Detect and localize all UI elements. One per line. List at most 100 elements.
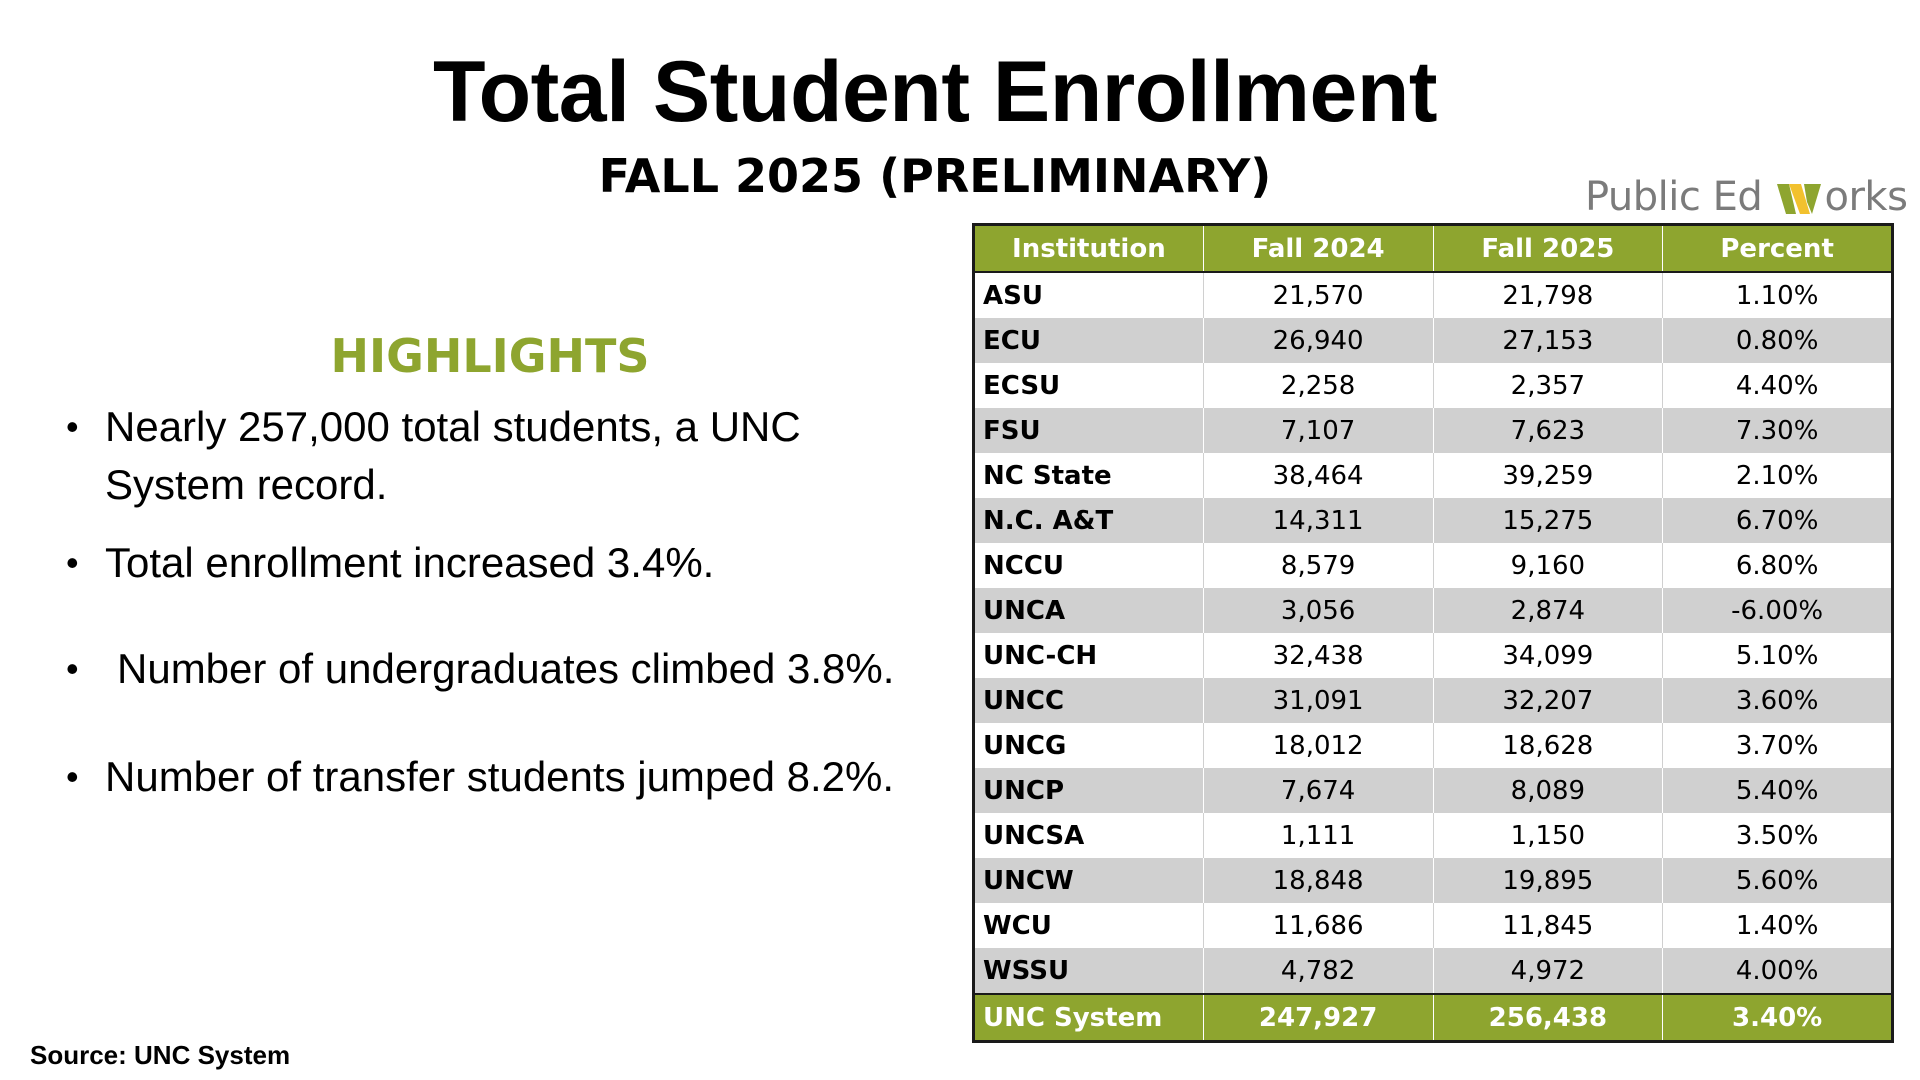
percent-cell: 4.40%	[1662, 363, 1893, 408]
total-institution-cell: UNC System	[973, 993, 1204, 1042]
institution-cell: UNCA	[973, 588, 1204, 633]
table-row: N.C. A&T 14,311 15,275 6.70%	[973, 498, 1893, 543]
fall-2025-cell: 7,623	[1433, 408, 1664, 453]
fall-2024-cell: 31,091	[1203, 678, 1434, 723]
table-row: UNCP 7,674 8,089 5.40%	[973, 768, 1893, 813]
table-row: NCCU 8,579 9,160 6.80%	[973, 543, 1893, 588]
total-fall-2025-cell: 256,438	[1433, 993, 1664, 1042]
institution-cell: WSSU	[973, 948, 1204, 994]
table-row: NC State 38,464 39,259 2.10%	[973, 453, 1893, 498]
enrollment-table: Institution Fall 2024 Fall 2025 Percent …	[972, 223, 1894, 1043]
fall-2024-cell: 11,686	[1203, 903, 1434, 948]
fall-2024-cell: 14,311	[1203, 498, 1434, 543]
institution-cell: UNCC	[973, 678, 1204, 723]
fall-2024-cell: 8,579	[1203, 543, 1434, 588]
highlight-item: • Nearly 257,000 total students, a UNC Sy…	[60, 398, 940, 514]
table-row: ASU 21,570 21,798 1.10%	[973, 272, 1893, 318]
column-header-institution: Institution	[973, 224, 1204, 273]
table-row: WCU 11,686 11,845 1.40%	[973, 903, 1893, 948]
institution-cell: UNCG	[973, 723, 1204, 768]
total-fall-2024-cell: 247,927	[1203, 993, 1434, 1042]
fall-2024-cell: 1,111	[1203, 813, 1434, 858]
percent-cell: 5.10%	[1662, 633, 1893, 678]
institution-cell: ASU	[973, 272, 1204, 318]
table-row: UNCSA 1,111 1,150 3.50%	[973, 813, 1893, 858]
percent-cell: 3.60%	[1662, 678, 1893, 723]
institution-cell: N.C. A&T	[973, 498, 1204, 543]
percent-cell: 6.70%	[1662, 498, 1893, 543]
percent-cell: 6.80%	[1662, 543, 1893, 588]
page-subtitle: FALL 2025 (PRELIMINARY)	[598, 149, 1272, 203]
percent-cell: 0.80%	[1662, 318, 1893, 363]
percent-cell: 2.10%	[1662, 453, 1893, 498]
table-row: UNCW 18,848 19,895 5.60%	[973, 858, 1893, 903]
source-note: Source: UNC System	[30, 1040, 291, 1070]
logo-text-orks: orks	[1824, 174, 1908, 220]
percent-cell: 4.00%	[1662, 948, 1893, 994]
highlights-heading: HIGHLIGHTS	[330, 329, 650, 383]
page-title: Total Student Enrollment	[432, 44, 1438, 140]
bullet-icon: •	[66, 756, 79, 797]
fall-2024-cell: 3,056	[1203, 588, 1434, 633]
table-row: WSSU 4,782 4,972 4.00%	[973, 948, 1893, 994]
percent-cell: 3.50%	[1662, 813, 1893, 858]
institution-cell: NC State	[973, 453, 1204, 498]
fall-2024-cell: 7,107	[1203, 408, 1434, 453]
fall-2025-cell: 1,150	[1433, 813, 1664, 858]
fall-2025-cell: 2,357	[1433, 363, 1664, 408]
fall-2025-cell: 21,798	[1433, 272, 1664, 318]
fall-2024-cell: 21,570	[1203, 272, 1434, 318]
fall-2024-cell: 2,258	[1203, 363, 1434, 408]
column-header-fall-2024: Fall 2024	[1203, 224, 1434, 273]
fall-2025-cell: 39,259	[1433, 453, 1664, 498]
bullet-icon: •	[66, 542, 79, 583]
column-header-percent: Percent	[1662, 224, 1893, 273]
percent-cell: 5.60%	[1662, 858, 1893, 903]
total-percent-cell: 3.40%	[1662, 993, 1893, 1042]
table-row: UNC-CH 32,438 34,099 5.10%	[973, 633, 1893, 678]
percent-cell: -6.00%	[1662, 588, 1893, 633]
fall-2025-cell: 2,874	[1433, 588, 1664, 633]
bullet-icon: •	[66, 648, 79, 689]
percent-cell: 3.70%	[1662, 723, 1893, 768]
percent-cell: 1.10%	[1662, 272, 1893, 318]
fall-2025-cell: 8,089	[1433, 768, 1664, 813]
institution-cell: UNCW	[973, 858, 1204, 903]
highlight-item: • Number of transfer students jumped 8.2%…	[60, 748, 940, 806]
fall-2024-cell: 32,438	[1203, 633, 1434, 678]
fall-2024-cell: 18,012	[1203, 723, 1434, 768]
institution-cell: ECU	[973, 318, 1204, 363]
table-row: FSU 7,107 7,623 7.30%	[973, 408, 1893, 453]
fall-2024-cell: 4,782	[1203, 948, 1434, 994]
logo-text-public-ed: Public Ed	[1585, 174, 1775, 220]
table-row: UNCA 3,056 2,874 -6.00%	[973, 588, 1893, 633]
table-total-row: UNC System 247,927 256,438 3.40%	[973, 993, 1893, 1042]
institution-cell: UNCP	[973, 768, 1204, 813]
fall-2025-cell: 32,207	[1433, 678, 1664, 723]
bullet-icon: •	[66, 406, 79, 447]
table-row: ECU 26,940 27,153 0.80%	[973, 318, 1893, 363]
fall-2025-cell: 19,895	[1433, 858, 1664, 903]
logo-w-mark	[1774, 172, 1824, 222]
table-header-row: Institution Fall 2024 Fall 2025 Percent	[973, 224, 1893, 273]
highlight-item: • Number of undergraduates climbed 3.8%.	[60, 640, 940, 698]
percent-cell: 1.40%	[1662, 903, 1893, 948]
column-header-fall-2025: Fall 2025	[1433, 224, 1664, 273]
percent-cell: 5.40%	[1662, 768, 1893, 813]
table-row: UNCG 18,012 18,628 3.70%	[973, 723, 1893, 768]
table-row: ECSU 2,258 2,357 4.40%	[973, 363, 1893, 408]
fall-2024-cell: 7,674	[1203, 768, 1434, 813]
fall-2025-cell: 34,099	[1433, 633, 1664, 678]
fall-2024-cell: 18,848	[1203, 858, 1434, 903]
institution-cell: UNC-CH	[973, 633, 1204, 678]
fall-2025-cell: 4,972	[1433, 948, 1664, 994]
fall-2025-cell: 15,275	[1433, 498, 1664, 543]
percent-cell: 7.30%	[1662, 408, 1893, 453]
fall-2025-cell: 11,845	[1433, 903, 1664, 948]
highlights-list: • Nearly 257,000 total students, a UNC Sy…	[60, 398, 940, 806]
institution-cell: WCU	[973, 903, 1204, 948]
fall-2024-cell: 38,464	[1203, 453, 1434, 498]
institution-cell: ECSU	[973, 363, 1204, 408]
fall-2025-cell: 18,628	[1433, 723, 1664, 768]
fall-2025-cell: 27,153	[1433, 318, 1664, 363]
